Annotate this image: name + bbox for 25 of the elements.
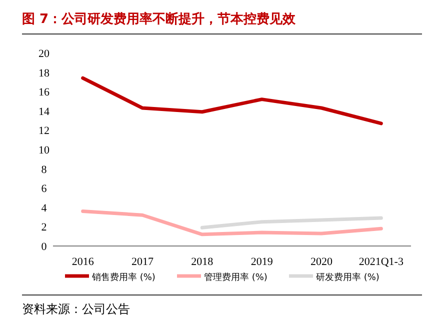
chart-title: 图 7：公司研发费用率不断提升，节本控费见效: [22, 11, 297, 27]
x-tick-label: 2016: [72, 256, 94, 268]
y-tick-label: 0: [41, 241, 48, 253]
line-series: [81, 210, 383, 236]
y-tick-label: 14: [38, 106, 50, 118]
y-tick-label: 4: [41, 202, 48, 214]
x-tick-label: 2020: [310, 256, 333, 268]
y-tick-label: 16: [38, 86, 50, 99]
y-tick-label: 20: [38, 48, 50, 60]
x-tick-label: 2021Q1-3: [358, 256, 404, 268]
y-tick-label: 12: [38, 125, 50, 138]
legend-label: 研发费用率 (%): [316, 272, 380, 283]
legend-label: 管理费用率 (%): [204, 272, 268, 283]
y-tick-label: 10: [38, 144, 50, 156]
x-tick-label: 2017: [132, 256, 154, 268]
x-tick-label: 2018: [191, 256, 214, 268]
line-series: [200, 216, 383, 230]
y-tick-label: 2: [41, 222, 47, 234]
legend-label: 销售费用率 (%): [91, 272, 156, 283]
x-tick-label: 2019: [250, 256, 274, 268]
y-tick-label: 6: [41, 183, 48, 196]
line-series: [81, 76, 383, 126]
text: 资料来源：公司公告: [22, 302, 130, 316]
y-tick-label: 8: [41, 164, 48, 176]
y-tick-label: 18: [38, 67, 50, 80]
